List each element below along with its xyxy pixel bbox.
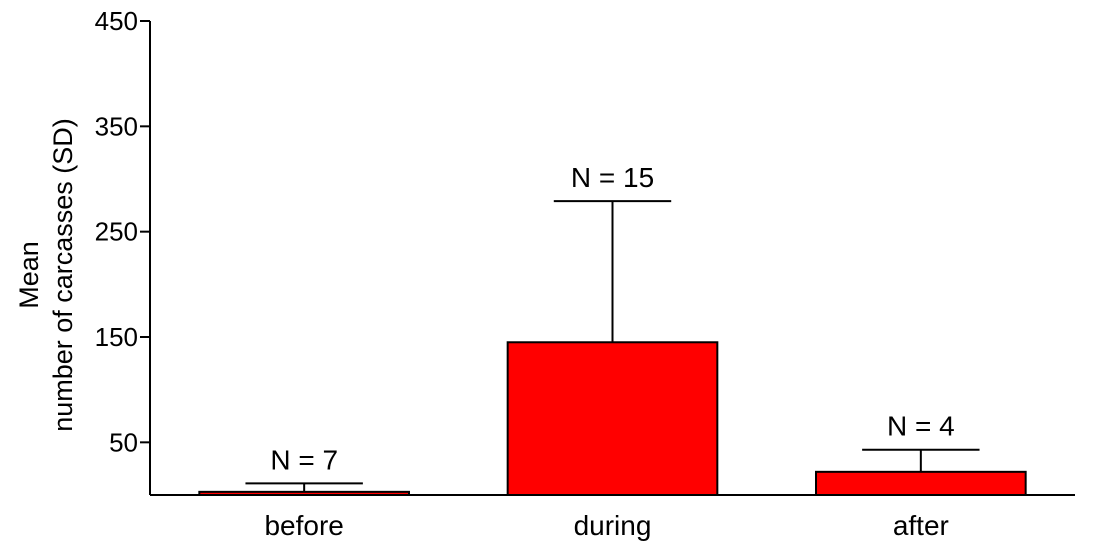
bar-during	[506, 341, 719, 496]
y-axis-title-line1: Mean	[14, 241, 44, 309]
error-bars	[245, 200, 980, 492]
y-tick-label: 450	[95, 6, 138, 36]
y-tick-label: 250	[95, 217, 138, 247]
x-tick-label-after: after	[893, 510, 949, 541]
y-axis-title: Mean number of carcasses (SD)	[14, 118, 78, 432]
y-axis-title-line2: number of carcasses (SD)	[48, 118, 78, 432]
bar-after	[815, 470, 1027, 496]
n-label-after: N = 4	[887, 411, 955, 442]
bar-before	[198, 490, 410, 496]
n-label-during: N = 15	[571, 162, 654, 193]
n-label-before: N = 7	[270, 444, 338, 475]
y-axis: 50 150 250 350 450	[95, 6, 151, 495]
y-tick-label: 350	[95, 111, 138, 141]
x-tick-label-during: during	[574, 510, 652, 541]
x-tick-label-before: before	[264, 510, 343, 541]
category-labels: before during after	[264, 510, 948, 541]
n-labels: N = 7 N = 15 N = 4	[270, 162, 954, 475]
y-tick-label: 150	[95, 322, 138, 352]
y-tick-label: 50	[109, 427, 138, 457]
